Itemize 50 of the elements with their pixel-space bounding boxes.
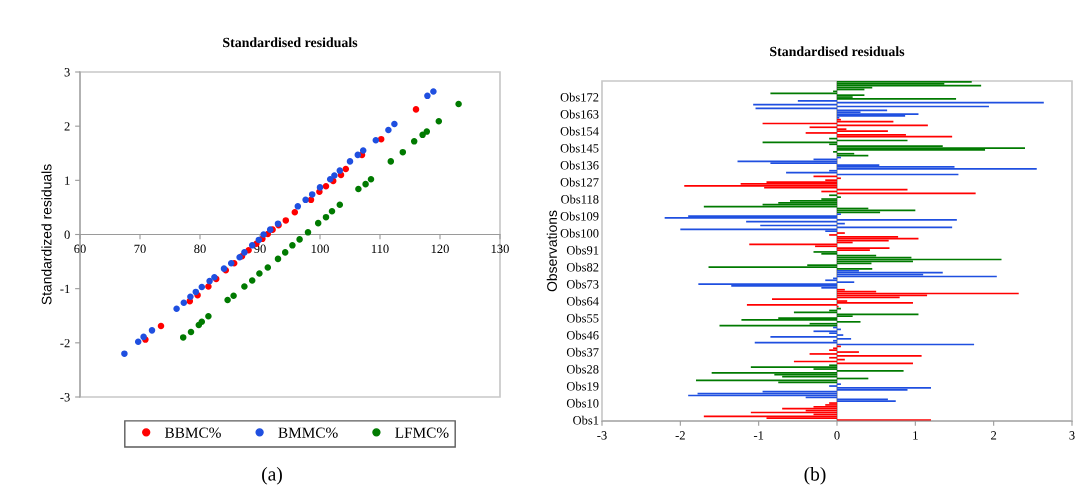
y-tick-label: 2	[64, 122, 70, 131]
x-tick-label: 2	[991, 431, 997, 440]
y-tick-label: Obs37	[566, 347, 599, 357]
y-tick-label: Obs172	[560, 92, 599, 102]
y-tick-label: 1	[65, 176, 70, 185]
y-tick-label: -2	[60, 338, 70, 348]
x-tick-label: 3	[1069, 431, 1075, 440]
y-tick-label: 0	[64, 230, 70, 239]
x-tick-label: 80	[194, 244, 206, 254]
chart-title: Standardised residuals	[770, 46, 905, 57]
x-tick-label: 130	[491, 244, 509, 254]
x-tick-label: -3	[597, 431, 607, 440]
y-tick-label: -1	[60, 284, 70, 293]
y-axis-title: Standardized residuals	[41, 164, 52, 305]
x-tick-label: 70	[134, 244, 146, 254]
legend-label: BBMC%	[164, 427, 221, 438]
y-tick-label: Obs73	[566, 279, 599, 289]
y-tick-label: Obs145	[560, 143, 599, 153]
y-tick-label: Obs55	[566, 313, 599, 323]
y-tick-label: Obs1	[573, 415, 599, 425]
y-tick-label: Obs91	[566, 245, 599, 255]
chart-title: Standardised residuals	[223, 37, 358, 48]
y-tick-label: Obs163	[560, 109, 599, 119]
y-tick-label: Obs82	[566, 262, 599, 272]
x-tick-label: -2	[675, 431, 685, 440]
y-tick-label: Obs28	[566, 364, 599, 374]
y-tick-label: Obs127	[560, 177, 599, 187]
x-tick-label: 1	[913, 431, 918, 440]
y-tick-label: Obs64	[566, 296, 599, 306]
x-tick-label: 120	[431, 244, 449, 254]
legend-label: LFMC%	[395, 427, 449, 438]
legend-label: BMMC%	[278, 427, 338, 438]
x-tick-label: 0	[834, 431, 840, 440]
y-tick-label: Obs109	[560, 211, 599, 221]
text: (b)	[804, 466, 826, 485]
y-tick-label: Obs10	[566, 398, 599, 408]
y-tick-label: Obs136	[560, 160, 599, 170]
y-tick-label: 3	[64, 68, 70, 77]
x-tick-label: 60	[74, 244, 86, 254]
text: (a)	[262, 466, 282, 485]
y-tick-label: Obs46	[566, 330, 599, 340]
y-tick-label: Obs118	[561, 194, 599, 204]
x-tick-label: 100	[311, 244, 329, 254]
y-tick-label: Obs19	[566, 381, 599, 391]
y-axis-title: Observations	[546, 210, 557, 292]
y-tick-label: Obs154	[560, 126, 599, 136]
x-tick-label: -1	[753, 431, 764, 440]
x-tick-label: 110	[371, 244, 389, 254]
y-tick-label: Obs100	[560, 228, 599, 238]
y-tick-label: -3	[60, 393, 70, 402]
